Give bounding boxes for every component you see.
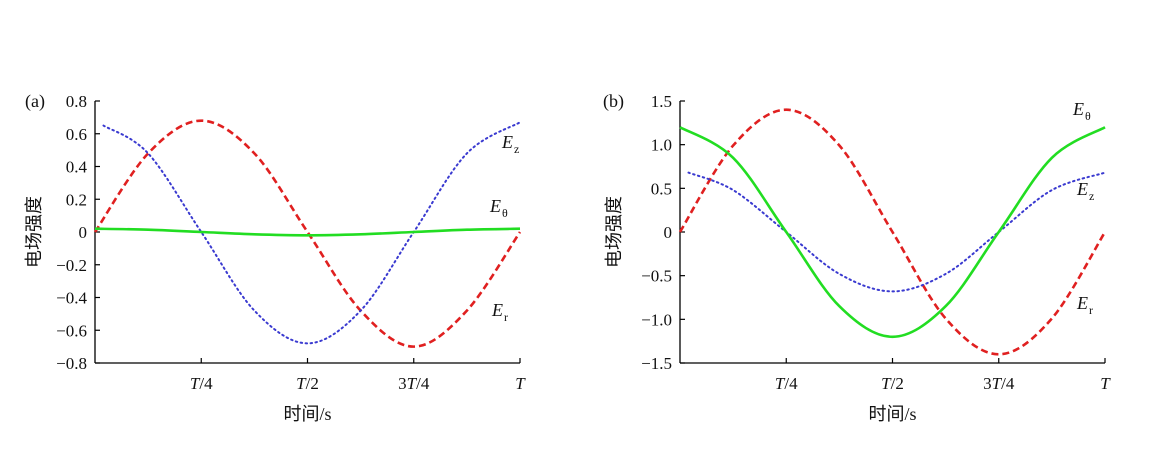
y-tick-label: 0.8 [66,92,87,111]
series-line-θ [94,227,521,237]
x-tick-label: T/4 [190,374,213,393]
y-tick-label: 1.0 [651,136,672,155]
y-tick-label: −0.5 [641,267,672,286]
y-tick-label: −0.4 [56,289,87,308]
panel-label: (b) [603,91,624,112]
series-line-z [102,121,521,345]
x-tick-label: T/2 [881,374,904,393]
x-axis-title: 时间/s [868,404,916,424]
x-tick-label: T [1100,374,1111,393]
x-tick-label: 3T/4 [398,374,430,393]
x-tick-label: T [515,374,526,393]
series-label-θ: Eθ [1072,99,1091,123]
y-tick-label: 0 [79,223,88,242]
y-tick-label: 0.4 [66,158,88,177]
chart-panel-a: (a) 0.8 0.6 0.4 0.2 0 −0.2 −0.4 −0.6 −0.8 T/4 T/2 3T… [24,91,526,424]
x-tick-label: T/4 [775,374,798,393]
series-line-θ [679,126,1106,339]
y-tick-label: 0.5 [651,179,672,198]
y-tick-label: −0.6 [56,321,87,340]
series-label-θ: Eθ [489,196,508,220]
series-label-r: Er [491,300,508,324]
y-tick-label: 0.6 [66,125,87,144]
x-tick-label: T/2 [296,374,319,393]
series-line-r [678,108,1107,356]
series-line-r [93,119,522,348]
x-tick-label: 3T/4 [983,374,1015,393]
y-tick-label: −1.0 [641,310,672,329]
series-label-z: Ez [1076,179,1094,203]
y-axis-title: 电场强度 [604,196,624,268]
series-label-z: Ez [501,132,519,156]
series-line-z [687,171,1106,293]
y-tick-label: −1.5 [641,354,672,373]
y-tick-label: −0.2 [56,256,87,275]
y-tick-label: 1.5 [651,92,672,111]
series-label-r: Er [1076,293,1093,317]
y-tick-label: 0 [664,223,673,242]
y-tick-label: −0.8 [56,354,87,373]
chart-panel-b: (b) 1.5 1.0 0.5 0 −0.5 −1.0 −1.5 T/4 T/2 3T/4 T 时间/s… [603,91,1111,424]
y-tick-label: 0.2 [66,190,87,209]
x-axis-title: 时间/s [283,404,331,424]
panel-label: (a) [25,91,45,112]
y-axis-title: 电场强度 [24,196,44,268]
